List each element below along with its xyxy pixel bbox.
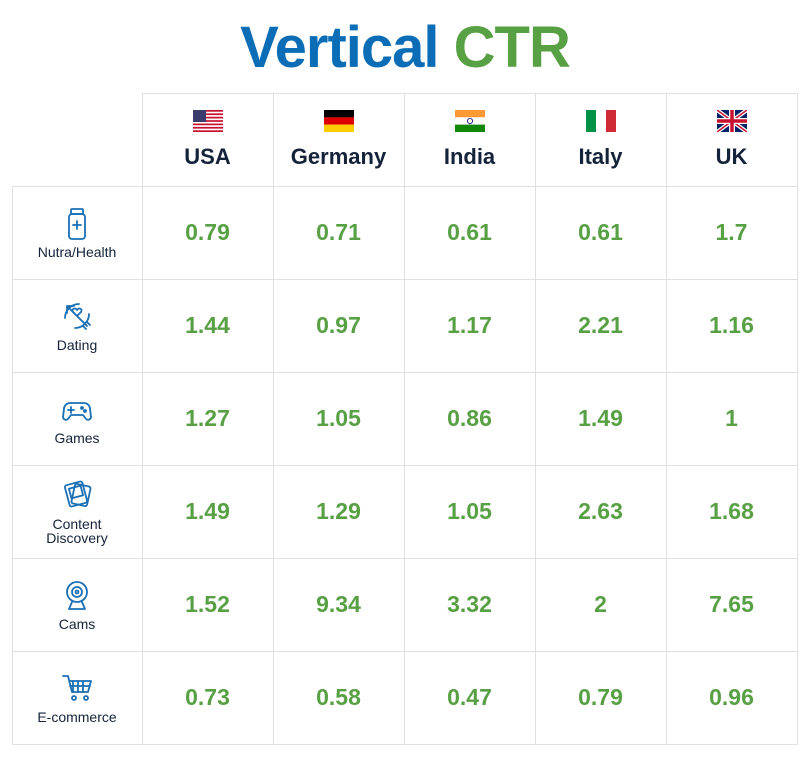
title-part: Vertical bbox=[240, 15, 439, 80]
value-cell: 1.49 bbox=[141, 464, 274, 559]
icon bbox=[61, 579, 93, 613]
value: 1.29 bbox=[316, 498, 361, 524]
value: 9.34 bbox=[316, 591, 361, 617]
row-header: Games bbox=[11, 371, 143, 466]
value: 0.73 bbox=[185, 684, 230, 710]
value: 0.96 bbox=[709, 684, 754, 710]
value: 1.17 bbox=[447, 312, 492, 338]
value-cell: 1.7 bbox=[665, 185, 798, 280]
value-cell: 0.79 bbox=[534, 650, 667, 745]
value: 1.49 bbox=[185, 498, 230, 524]
value-cell: 1.49 bbox=[534, 371, 667, 466]
value: 1.7 bbox=[715, 219, 748, 245]
column-label: Italy bbox=[578, 143, 623, 169]
value: 2.21 bbox=[578, 312, 623, 338]
column-label: India bbox=[443, 143, 496, 169]
value: 0.61 bbox=[447, 219, 492, 245]
value: 0.71 bbox=[316, 219, 361, 245]
row-header: E-commerce bbox=[11, 650, 143, 745]
value: 1.52 bbox=[185, 591, 230, 617]
value-cell: 0.61 bbox=[534, 185, 667, 280]
flag bbox=[192, 109, 223, 132]
value-cell: 9.34 bbox=[272, 557, 405, 652]
icon bbox=[61, 479, 93, 513]
value-cell: 0.61 bbox=[403, 185, 536, 280]
value-cell: 1.05 bbox=[403, 464, 536, 559]
value-cell: 1.05 bbox=[272, 371, 405, 466]
value: 1.27 bbox=[185, 405, 230, 431]
value: 1.49 bbox=[578, 405, 623, 431]
value: 1.44 bbox=[185, 312, 230, 338]
icon bbox=[61, 672, 93, 706]
row-label: E-commerce bbox=[37, 708, 117, 725]
row-label: Dating bbox=[56, 336, 98, 353]
value-cell: 1 bbox=[665, 371, 798, 466]
flag bbox=[323, 109, 354, 132]
value: 1.05 bbox=[447, 498, 492, 524]
value-cell: 3.32 bbox=[403, 557, 536, 652]
value-cell: 1.52 bbox=[141, 557, 274, 652]
value: 0.61 bbox=[578, 219, 623, 245]
value-cell: 0.58 bbox=[272, 650, 405, 745]
column-header: Italy bbox=[534, 92, 667, 187]
value: 1.68 bbox=[709, 498, 754, 524]
row-label: Cams bbox=[58, 615, 96, 632]
title-part: CTR bbox=[453, 15, 571, 80]
value: 0.79 bbox=[578, 684, 623, 710]
value: 0.97 bbox=[316, 312, 361, 338]
value-cell: 1.68 bbox=[665, 464, 798, 559]
row-header: Nutra/Health bbox=[11, 185, 143, 280]
value-cell: 1.29 bbox=[272, 464, 405, 559]
value-cell: 0.86 bbox=[403, 371, 536, 466]
value: 1 bbox=[725, 405, 738, 431]
value-cell: 0.71 bbox=[272, 185, 405, 280]
column-header: India bbox=[403, 92, 536, 187]
value-cell: 1.17 bbox=[403, 278, 536, 373]
value: 3.32 bbox=[447, 591, 492, 617]
title: Vertical CTR bbox=[0, 14, 810, 81]
column-label: Germany bbox=[290, 143, 387, 169]
value-cell: 1.27 bbox=[141, 371, 274, 466]
column-label: UK bbox=[715, 143, 748, 169]
value-cell: 2 bbox=[534, 557, 667, 652]
value-cell: 7.65 bbox=[665, 557, 798, 652]
row-header: Cams bbox=[11, 557, 143, 652]
value: 1.05 bbox=[316, 405, 361, 431]
value-cell: 0.97 bbox=[272, 278, 405, 373]
column-header: UK bbox=[665, 92, 798, 187]
value: 2.63 bbox=[578, 498, 623, 524]
column-header: Germany bbox=[272, 92, 405, 187]
value: 0.79 bbox=[185, 219, 230, 245]
value: 0.47 bbox=[447, 684, 492, 710]
value-cell: 0.79 bbox=[141, 185, 274, 280]
column-label: USA bbox=[184, 143, 231, 169]
row-header: Dating bbox=[11, 278, 143, 373]
row-label: Content Discovery bbox=[46, 515, 108, 546]
value-cell: 0.47 bbox=[403, 650, 536, 745]
icon bbox=[61, 393, 93, 427]
value-cell: 2.21 bbox=[534, 278, 667, 373]
value: 0.86 bbox=[447, 405, 492, 431]
value-cell: 1.16 bbox=[665, 278, 798, 373]
row-header: Content Discovery bbox=[11, 464, 143, 559]
value-cell: 0.96 bbox=[665, 650, 798, 745]
flag bbox=[715, 107, 748, 134]
column-header: USA bbox=[141, 92, 274, 187]
value: 2 bbox=[594, 591, 607, 617]
flag bbox=[585, 109, 616, 132]
value: 7.65 bbox=[709, 591, 754, 617]
flag bbox=[454, 109, 485, 132]
icon bbox=[61, 207, 93, 241]
value-cell: 1.44 bbox=[141, 278, 274, 373]
value-cell: 2.63 bbox=[534, 464, 667, 559]
value-cell: 0.73 bbox=[141, 650, 274, 745]
row-label: Games bbox=[54, 429, 100, 446]
row-label: Nutra/Health bbox=[37, 243, 117, 260]
value: 0.58 bbox=[316, 684, 361, 710]
value: 1.16 bbox=[709, 312, 754, 338]
icon bbox=[61, 300, 93, 334]
